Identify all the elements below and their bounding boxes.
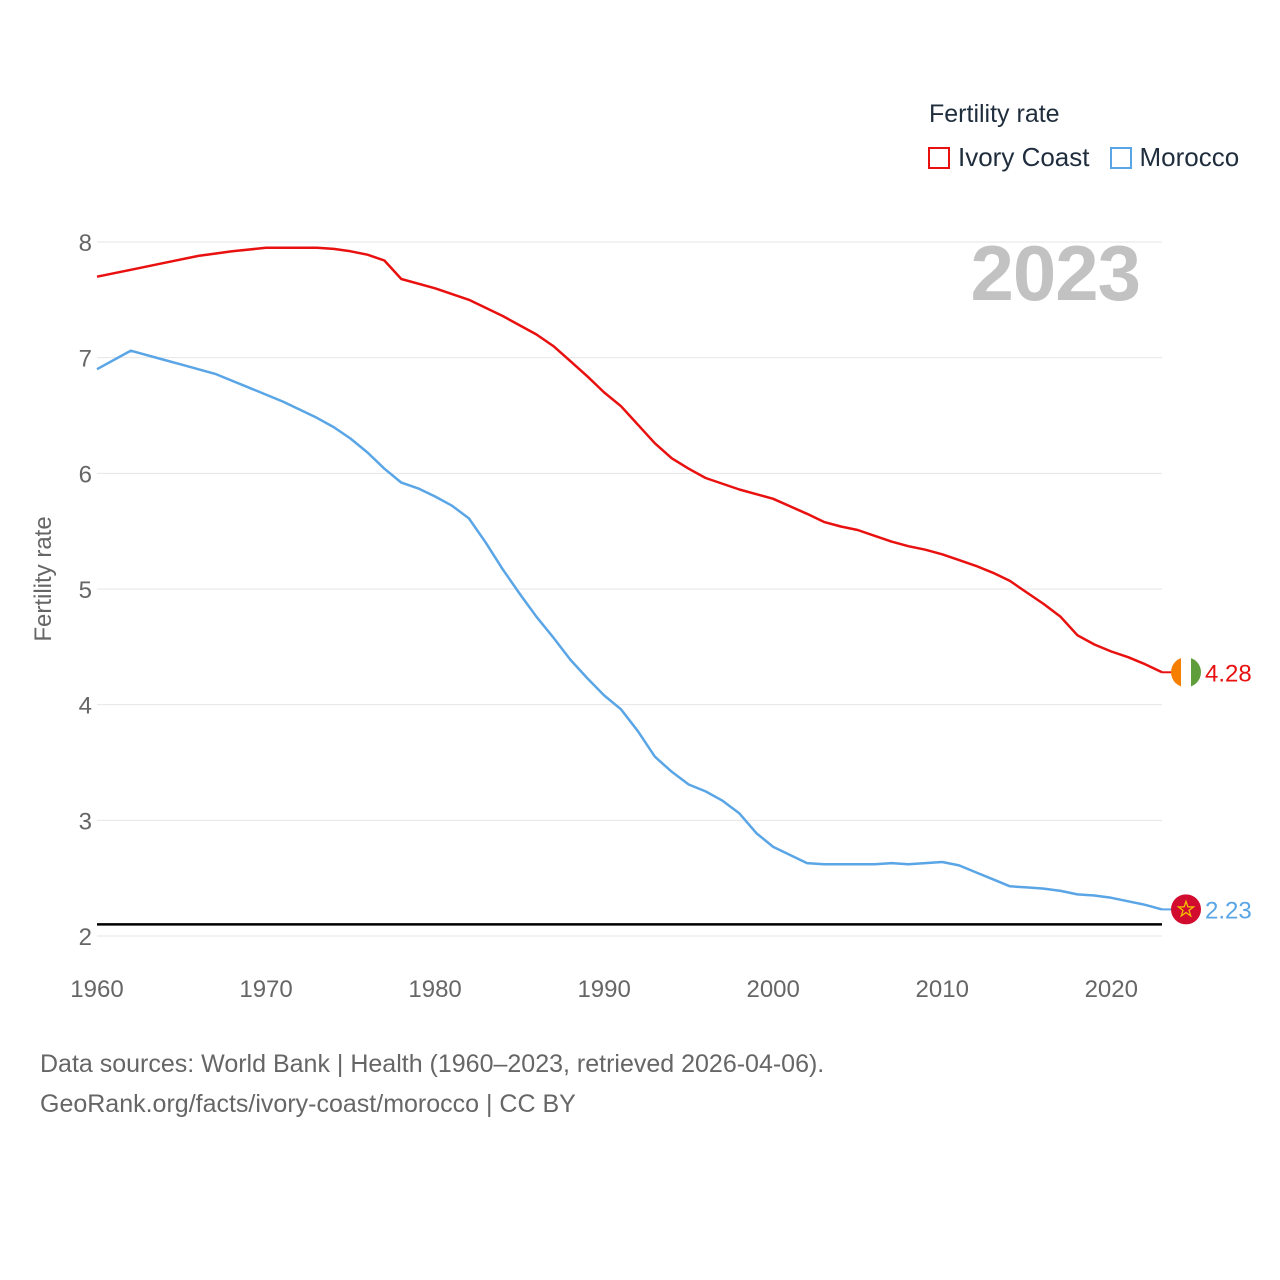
legend: Ivory Coast Morocco [928,142,1259,173]
ivory-coast-flag-icon [1171,657,1201,688]
y-tick-label-2: 2 [79,924,92,951]
series-line-morocco [96,349,1163,911]
x-tick-label-2000: 2000 [746,976,799,1003]
current-year-label: 2023 [970,229,1141,317]
footer: Data sources: World Bank | Health (1960–… [40,1044,824,1124]
y-tick-label-7: 7 [79,346,92,373]
legend-swatch-morocco [1109,146,1132,169]
footer-attribution: GeoRank.org/facts/ivory-coast/morocco | … [40,1090,576,1118]
legend-label-morocco: Morocco [1139,142,1240,172]
legend-title: Fertility rate [929,100,1060,128]
end-value-label-morocco: 2.23 [1205,897,1252,924]
legend-label-ivory-coast: Ivory Coast [958,142,1090,172]
x-tick-label-1980: 1980 [408,976,461,1003]
x-tick-label-1990: 1990 [577,976,630,1003]
y-tick-label-6: 6 [79,461,92,488]
x-tick-label-2010: 2010 [916,976,969,1003]
legend-swatch-ivory-coast [928,146,950,169]
end-value-label-ivory-coast: 4.28 [1205,660,1252,687]
y-tick-label-5: 5 [79,577,92,604]
series-line-ivory-coast [96,246,1163,674]
x-tick-label-1970: 1970 [239,976,292,1003]
y-tick-label-3: 3 [79,808,92,835]
fertility-chart: Fertility rate 2 3 4 5 6 7 8 1960 1970 1980 1990 20… [30,230,1252,1003]
x-tick-label-1960: 1960 [70,976,123,1003]
y-axis-title: Fertility rate [30,516,57,641]
y-tick-label-8: 8 [79,230,92,257]
legend-item-morocco[interactable]: Morocco [1109,142,1240,173]
morocco-flag-icon [1171,894,1201,925]
x-tick-label-2020: 2020 [1085,976,1138,1003]
legend-item-ivory-coast[interactable]: Ivory Coast [928,142,1090,173]
footer-sources: Data sources: World Bank | Health (1960–… [40,1050,825,1078]
y-tick-label-4: 4 [79,693,92,720]
